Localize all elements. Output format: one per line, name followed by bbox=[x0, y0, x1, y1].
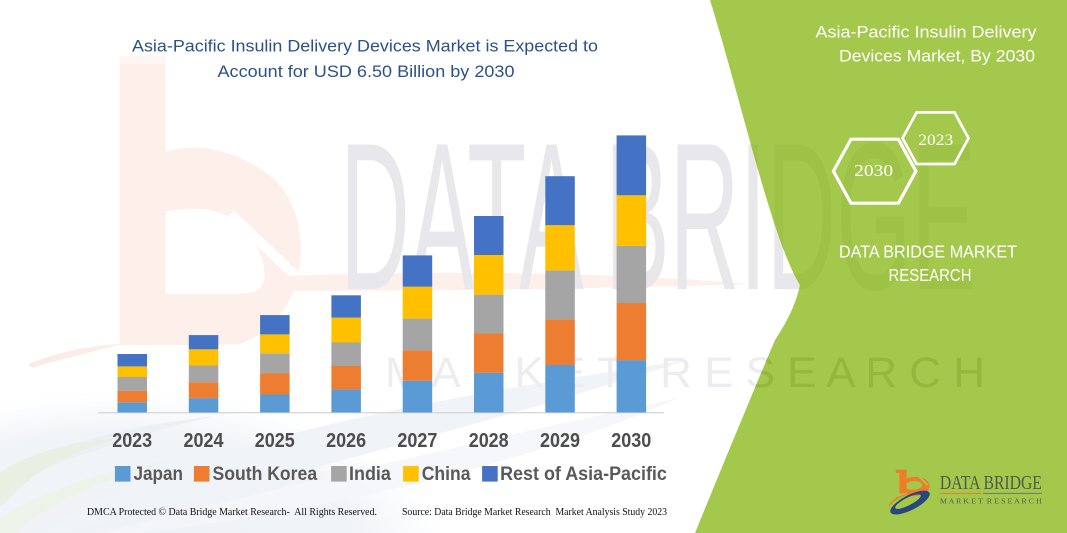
svg-text:2023: 2023 bbox=[918, 132, 953, 149]
svg-text:China: China bbox=[422, 464, 471, 485]
svg-text:2030: 2030 bbox=[854, 161, 893, 180]
svg-text:2030: 2030 bbox=[611, 429, 651, 452]
svg-text:Rest of Asia-Pacific: Rest of Asia-Pacific bbox=[500, 464, 667, 485]
svg-text:M A R K E T R E S E A R C H: M A R K E T R E S E A R C H bbox=[385, 349, 985, 397]
svg-text:2024: 2024 bbox=[184, 429, 225, 452]
svg-text:Asia-Pacific Insulin Delivery: Asia-Pacific Insulin Delivery bbox=[816, 23, 1038, 42]
svg-text:Devices Market, By 2030: Devices Market, By 2030 bbox=[839, 47, 1035, 66]
svg-text:2027: 2027 bbox=[397, 429, 437, 452]
svg-text:2029: 2029 bbox=[540, 429, 580, 452]
svg-text:2026: 2026 bbox=[326, 429, 366, 452]
svg-text:India: India bbox=[349, 464, 391, 485]
svg-text:2028: 2028 bbox=[469, 429, 509, 452]
svg-text:2023: 2023 bbox=[112, 429, 152, 452]
svg-text:Source: Data Bridge Market Res: Source: Data Bridge Market Research Mark… bbox=[402, 507, 667, 518]
svg-text:M A R K E T R E S E A R C H: M A R K E T R E S E A R C H bbox=[940, 497, 1043, 506]
svg-text:RESEARCH: RESEARCH bbox=[889, 265, 972, 285]
svg-text:DMCA Protected © Data Bridge M: DMCA Protected © Data Bridge Market Rese… bbox=[87, 507, 377, 518]
svg-text:Asia-Pacific Insulin Delivery: Asia-Pacific Insulin Delivery Devices Ma… bbox=[132, 38, 598, 56]
svg-text:Account for USD 6.50 Billion b: Account for USD 6.50 Billion by 2030 bbox=[218, 63, 515, 81]
svg-text:Japan: Japan bbox=[134, 464, 183, 485]
svg-text:2025: 2025 bbox=[255, 429, 295, 452]
svg-text:DATA BRIDGE MARKET: DATA BRIDGE MARKET bbox=[839, 242, 1017, 262]
svg-text:South Korea: South Korea bbox=[213, 464, 318, 485]
svg-text:DATA BRIDGE: DATA BRIDGE bbox=[940, 473, 1042, 494]
